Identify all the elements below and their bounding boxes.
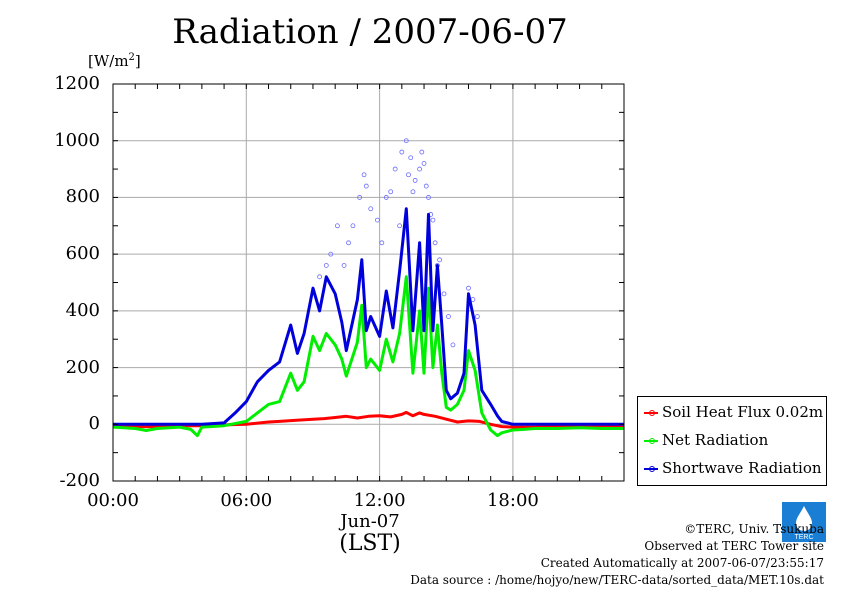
shortwave-sample-point xyxy=(334,223,340,229)
legend-marker-net xyxy=(649,438,655,444)
y-tick-label: 800 xyxy=(65,186,100,208)
y-axis-unit-text: [W/m2] xyxy=(88,52,141,70)
shortwave-sample-point xyxy=(446,314,451,319)
y-axis-unit: [W/m2] xyxy=(88,52,141,70)
shortwave-sample-point xyxy=(441,291,447,297)
series-lines xyxy=(113,207,624,438)
plot-frame-bg xyxy=(113,84,624,481)
shortwave-sample-point xyxy=(392,166,398,172)
credit-created: Created Automatically at 2007-06-07/23:5… xyxy=(540,556,824,570)
shortwave-sample-point xyxy=(466,285,471,291)
y-tick-label: 0 xyxy=(88,413,100,435)
credit-copyright: ©TERC, Univ. Tsukuba xyxy=(684,522,824,536)
shortwave-sample-point xyxy=(323,263,329,268)
shortwave-sample-point xyxy=(417,166,423,172)
shortwave-sample-point xyxy=(350,223,356,229)
shortwave-sample-point xyxy=(361,172,367,178)
terc-logo: TERC xyxy=(782,502,826,542)
shortwave-sample-point xyxy=(419,149,425,155)
axis-ticks xyxy=(112,83,625,482)
shortwave-sample-point xyxy=(432,240,438,246)
shortwave-sample-point xyxy=(474,314,480,319)
shortwave-sample-point xyxy=(346,240,351,246)
shortwave-sample-point xyxy=(450,342,456,348)
chart-title: Radiation / 2007-06-07 xyxy=(172,12,568,52)
shortwave-sample-point xyxy=(408,155,414,161)
legend: Soil Heat Flux 0.02m Net Radiation Short… xyxy=(637,396,827,486)
credit-source: Data source : /home/hojyo/new/TERC-data/… xyxy=(410,573,824,587)
y-tick-label: 1200 xyxy=(54,73,100,94)
logo-text: TERC xyxy=(794,534,813,541)
x-tick-label: 12:00 xyxy=(353,490,406,511)
x-date-label: Jun-07 xyxy=(340,511,400,532)
x-unit-label: (LST) xyxy=(339,531,401,556)
legend-label-net: Net Radiation xyxy=(662,431,769,449)
legend-label-shortwave: Shortwave Radiation xyxy=(662,459,822,477)
legend-marker-shortwave xyxy=(649,466,655,472)
shortwave-sample-point xyxy=(406,172,411,178)
y-tick-label: 200 xyxy=(65,356,100,378)
x-tick-label: 06:00 xyxy=(220,490,273,511)
x-tick-label: 18:00 xyxy=(486,490,539,511)
soil-heat-flux-line xyxy=(113,410,624,429)
shortwave-sample-point xyxy=(399,149,405,155)
shortwave-sample-point xyxy=(412,178,418,183)
net-radiation-line xyxy=(113,275,624,438)
y-tick-label: 600 xyxy=(65,243,100,265)
water-drop-icon xyxy=(796,506,812,531)
shortwave-sample-point xyxy=(437,257,442,263)
shortwave-sample-point xyxy=(426,195,431,200)
shortwave-sample-point xyxy=(363,183,369,189)
shortwave-sample-point xyxy=(328,251,334,257)
shortwave-sample-point xyxy=(388,189,394,195)
credit-observed: Observed at TERC Tower site xyxy=(644,539,824,553)
shortwave-sample-point xyxy=(397,223,403,229)
shortwave-sample-point xyxy=(374,217,380,223)
shortwave-sample-point xyxy=(410,189,416,195)
shortwave-sample-point xyxy=(357,195,363,200)
y-tick-label: 1000 xyxy=(54,129,100,151)
y-tick-label: -200 xyxy=(59,470,100,491)
y-tick-label: 400 xyxy=(65,299,100,321)
shortwave-sample-point xyxy=(423,183,429,189)
shortwave-sample-point xyxy=(317,274,323,280)
legend-marker-soil xyxy=(649,410,655,416)
shortwave-sample-point xyxy=(430,217,436,223)
shortwave-radiation-line xyxy=(113,207,624,426)
legend-label-soil: Soil Heat Flux 0.02m xyxy=(662,403,824,421)
shortwave-sample-point xyxy=(383,195,389,200)
shortwave-sample-point xyxy=(341,263,347,268)
x-tick-label: 00:00 xyxy=(87,490,139,511)
shortwave-sample-point xyxy=(421,160,427,166)
shortwave-sample-point xyxy=(368,206,374,212)
shortwave-sample-point xyxy=(403,138,409,144)
shortwave-sample-point xyxy=(379,240,385,246)
shortwave-samples xyxy=(317,138,480,348)
